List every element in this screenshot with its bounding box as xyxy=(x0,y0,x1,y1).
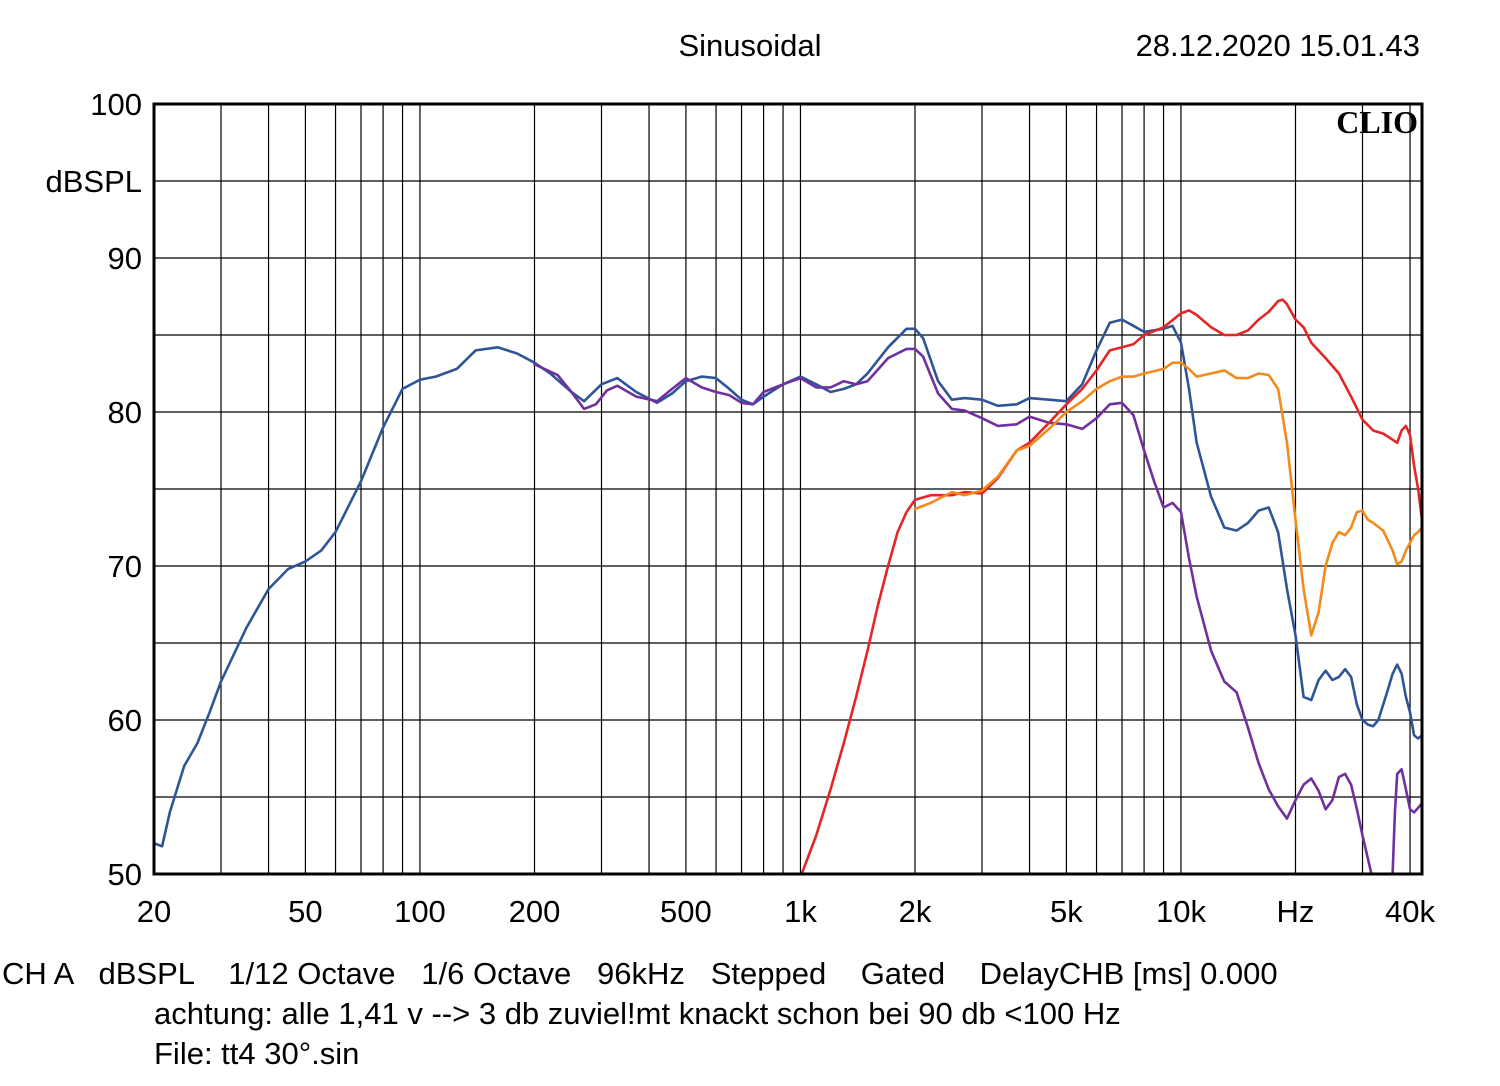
grid xyxy=(154,104,1422,874)
chart-title: Sinusoidal xyxy=(678,28,821,63)
series-layer xyxy=(154,298,1422,874)
x-tick-label: 40k xyxy=(1385,894,1435,929)
clio-logo: CLIO xyxy=(1336,104,1418,140)
x-tick-label: Hz xyxy=(1277,894,1315,929)
y-axis-ticks: 100 90 80 70 60 50 xyxy=(90,87,142,892)
y-tick-label: 80 xyxy=(108,395,142,430)
x-axis-ticks: 20 50 100 200 500 1k 2k 5k 10k Hz 40k xyxy=(137,894,1436,929)
x-tick-label: 50 xyxy=(288,894,322,929)
y-tick-label: 100 xyxy=(90,87,142,122)
series-line-2 xyxy=(533,347,1373,874)
series-line-4 xyxy=(800,298,1422,874)
x-tick-label: 200 xyxy=(509,894,561,929)
series-line-3 xyxy=(1391,768,1422,874)
x-tick-label: 20 xyxy=(137,894,171,929)
y-tick-label: 90 xyxy=(108,241,142,276)
x-tick-label: 2k xyxy=(899,894,932,929)
timestamp: 28.12.2020 15.01.43 xyxy=(1136,28,1420,63)
x-tick-label: 5k xyxy=(1050,894,1083,929)
x-tick-label: 1k xyxy=(784,894,817,929)
x-tick-label: 500 xyxy=(660,894,712,929)
footer-settings: CH A dBSPL 1/12 Octave 1/6 Octave 96kHz … xyxy=(2,956,1278,991)
footer-note: achtung: alle 1,41 v --> 3 db zuviel!mt … xyxy=(154,996,1121,1031)
series-line-1 xyxy=(154,318,1422,848)
x-tick-label: 100 xyxy=(394,894,446,929)
y-tick-label: 70 xyxy=(108,549,142,584)
y-tick-label: 50 xyxy=(108,857,142,892)
y-tick-label: 60 xyxy=(108,703,142,738)
footer-file: File: tt4 30°.sin xyxy=(154,1036,360,1071)
x-tick-label: 10k xyxy=(1156,894,1206,929)
y-axis-label: dBSPL xyxy=(45,164,142,199)
plot-frame xyxy=(152,102,1424,876)
series-line-5 xyxy=(913,361,1422,637)
